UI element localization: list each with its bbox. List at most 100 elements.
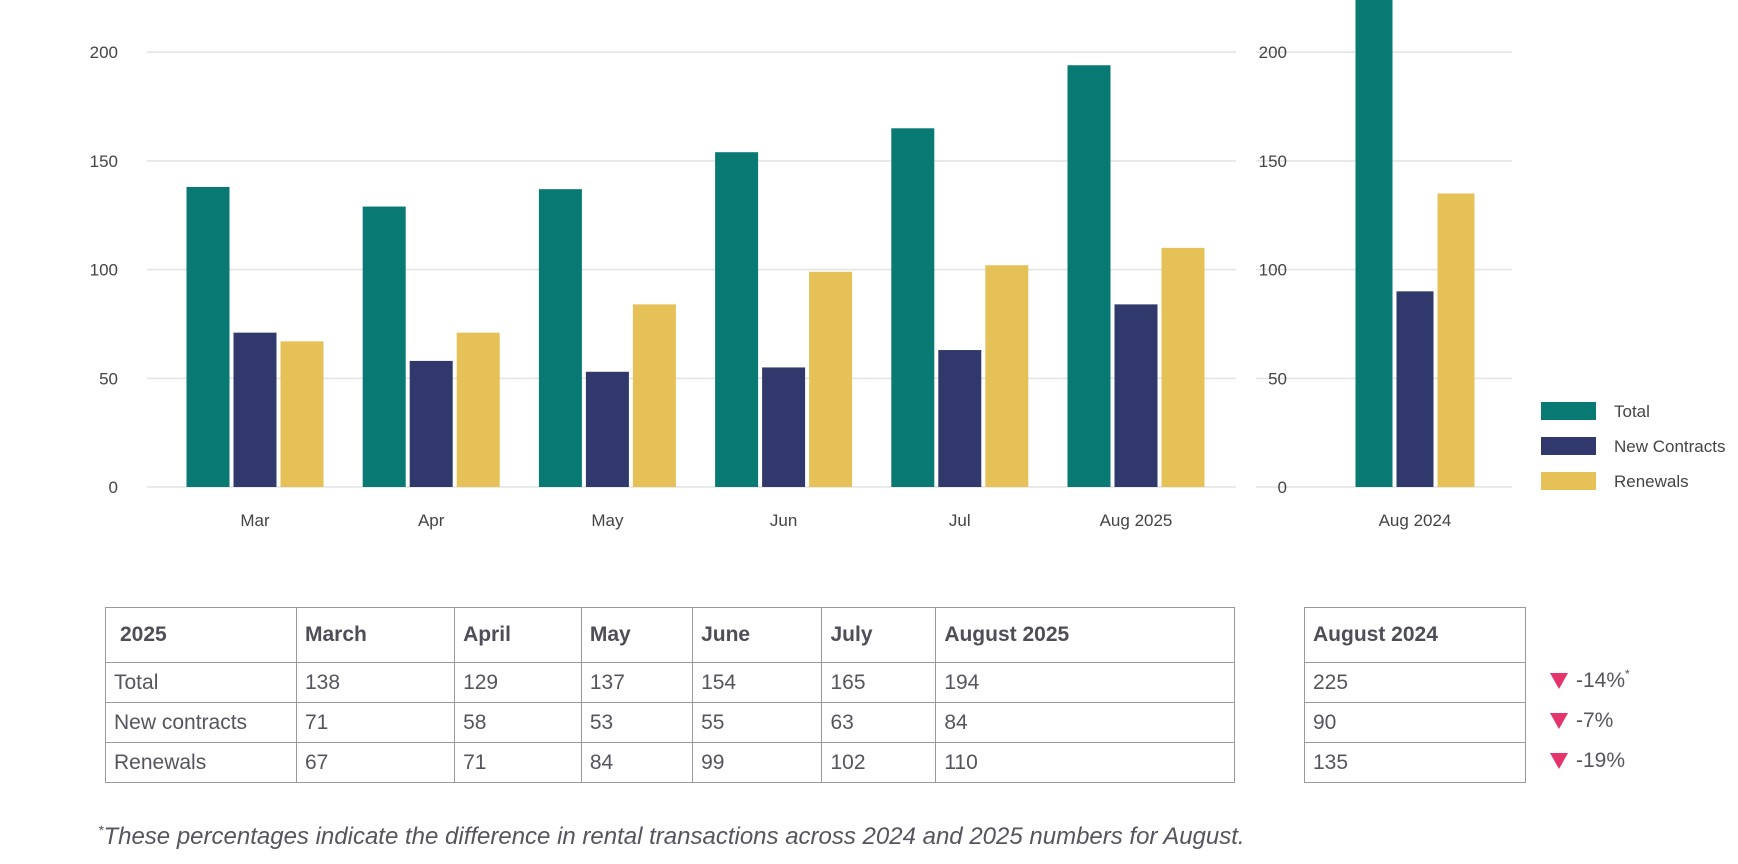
table-cell: 63 bbox=[821, 702, 937, 743]
y-tick-label: 150 bbox=[1259, 152, 1287, 171]
table-header-month: March bbox=[295, 607, 456, 663]
asterisk-mark: * bbox=[1625, 667, 1630, 681]
bar-charts: 0 50 100 150 200 Mar Apr May Jun Jul Aug 2025 0 50 10… bbox=[90, 0, 1725, 530]
bar bbox=[1161, 247, 1205, 487]
bar bbox=[715, 152, 759, 488]
legend-swatch bbox=[1541, 437, 1596, 455]
table-header-month: July bbox=[821, 607, 937, 663]
change-new-contracts: -7% bbox=[1550, 701, 1630, 741]
x-tick-label: Apr bbox=[418, 511, 445, 530]
table-cell: 194 bbox=[935, 662, 1235, 703]
legend-label: Renewals bbox=[1614, 472, 1689, 491]
bar bbox=[985, 265, 1029, 487]
table-header-month: August 2024 bbox=[1304, 607, 1526, 663]
y-tick-label: 100 bbox=[90, 261, 118, 280]
x-tick-label: Aug 2025 bbox=[1100, 511, 1173, 530]
table-cell: 55 bbox=[692, 702, 823, 743]
row-label: Renewals bbox=[105, 742, 297, 783]
change-total: -14% * bbox=[1550, 661, 1630, 701]
table-row: Renewals 67 71 84 99 102 110 bbox=[105, 742, 1235, 783]
change-value: -7% bbox=[1576, 709, 1614, 732]
bar bbox=[585, 371, 629, 487]
bar bbox=[1355, 0, 1393, 487]
bar bbox=[632, 304, 676, 487]
table-cell: 102 bbox=[821, 742, 937, 783]
y-tick-label: 50 bbox=[1268, 369, 1287, 388]
bar bbox=[938, 350, 982, 487]
table-header-month: May bbox=[580, 607, 694, 663]
y-tick-label: 0 bbox=[1278, 478, 1287, 497]
bar bbox=[891, 128, 935, 488]
table-row: 225 bbox=[1304, 662, 1526, 703]
bar bbox=[1067, 65, 1111, 487]
x-tick-label: Jul bbox=[949, 511, 971, 530]
table-cell: 53 bbox=[580, 702, 694, 743]
table-cell: 67 bbox=[295, 742, 456, 783]
bar bbox=[538, 189, 582, 488]
bar bbox=[1437, 193, 1475, 487]
table-cell: 165 bbox=[821, 662, 937, 703]
y-tick-label: 100 bbox=[1259, 261, 1287, 280]
bar bbox=[233, 332, 277, 487]
table-cell: 110 bbox=[935, 742, 1235, 783]
bar bbox=[186, 186, 230, 487]
legend-swatch bbox=[1541, 472, 1596, 490]
table-cell: 71 bbox=[454, 742, 582, 783]
table-row: New contracts 71 58 53 55 63 84 bbox=[105, 702, 1235, 743]
august-2024-table: August 2024 225 90 135 bbox=[1304, 607, 1526, 783]
down-triangle-icon bbox=[1550, 673, 1568, 689]
bar bbox=[1396, 291, 1434, 487]
table-cell: 129 bbox=[454, 662, 582, 703]
bar bbox=[280, 341, 324, 487]
legend-label: Total bbox=[1614, 402, 1650, 421]
table-cell: 225 bbox=[1304, 662, 1526, 703]
change-renewals: -19% bbox=[1550, 741, 1630, 781]
table-corner-cell: 2025 bbox=[105, 607, 297, 663]
y-tick-label: 200 bbox=[90, 43, 118, 62]
table-header-month: April bbox=[454, 607, 582, 663]
table-cell: 135 bbox=[1304, 742, 1526, 783]
down-triangle-icon bbox=[1550, 753, 1568, 769]
bar bbox=[409, 360, 453, 487]
table-cell: 84 bbox=[580, 742, 694, 783]
change-value: -14% bbox=[1576, 669, 1626, 692]
table-cell: 71 bbox=[295, 702, 456, 743]
down-triangle-icon bbox=[1550, 713, 1568, 729]
bar bbox=[762, 367, 806, 487]
table-row: Total 138 129 137 154 165 194 bbox=[105, 662, 1235, 703]
change-indicators: -14% * -7% -19% bbox=[1550, 661, 1630, 781]
table-cell: 138 bbox=[295, 662, 456, 703]
y-tick-label: 50 bbox=[99, 369, 118, 388]
table-row: 90 bbox=[1304, 702, 1526, 743]
y-tick-label: 200 bbox=[1259, 43, 1287, 62]
table-cell: 90 bbox=[1304, 702, 1526, 743]
monthly-data-table: 2025 March April May June July August 20… bbox=[105, 607, 1235, 783]
change-value: -19% bbox=[1576, 749, 1626, 772]
table-cell: 154 bbox=[692, 662, 823, 703]
x-tick-label: Mar bbox=[240, 511, 270, 530]
footnote-mark: * bbox=[98, 822, 104, 838]
y-tick-label: 150 bbox=[90, 152, 118, 171]
table-header-month: June bbox=[692, 607, 823, 663]
footnote-text: These percentages indicate the differenc… bbox=[103, 823, 1245, 850]
footnote: *These percentages indicate the differen… bbox=[98, 822, 1245, 851]
table-cell: 99 bbox=[692, 742, 823, 783]
bar bbox=[456, 332, 500, 487]
legend-swatch bbox=[1541, 402, 1596, 420]
legend-label: New Contracts bbox=[1614, 437, 1725, 456]
bar bbox=[809, 271, 853, 487]
table-header-month: August 2025 bbox=[935, 607, 1235, 663]
y-tick-label: 0 bbox=[109, 478, 118, 497]
bar bbox=[1114, 304, 1158, 487]
table-cell: 137 bbox=[580, 662, 694, 703]
table-header-row: August 2024 bbox=[1304, 607, 1526, 663]
row-label: New contracts bbox=[105, 702, 297, 743]
table-cell: 58 bbox=[454, 702, 582, 743]
x-tick-label: Aug 2024 bbox=[1379, 511, 1452, 530]
bar bbox=[362, 206, 406, 487]
row-label: Total bbox=[105, 662, 297, 703]
x-tick-label: May bbox=[591, 511, 624, 530]
table-row: 135 bbox=[1304, 742, 1526, 783]
table-header-row: 2025 March April May June July August 20… bbox=[105, 607, 1235, 663]
table-cell: 84 bbox=[935, 702, 1235, 743]
